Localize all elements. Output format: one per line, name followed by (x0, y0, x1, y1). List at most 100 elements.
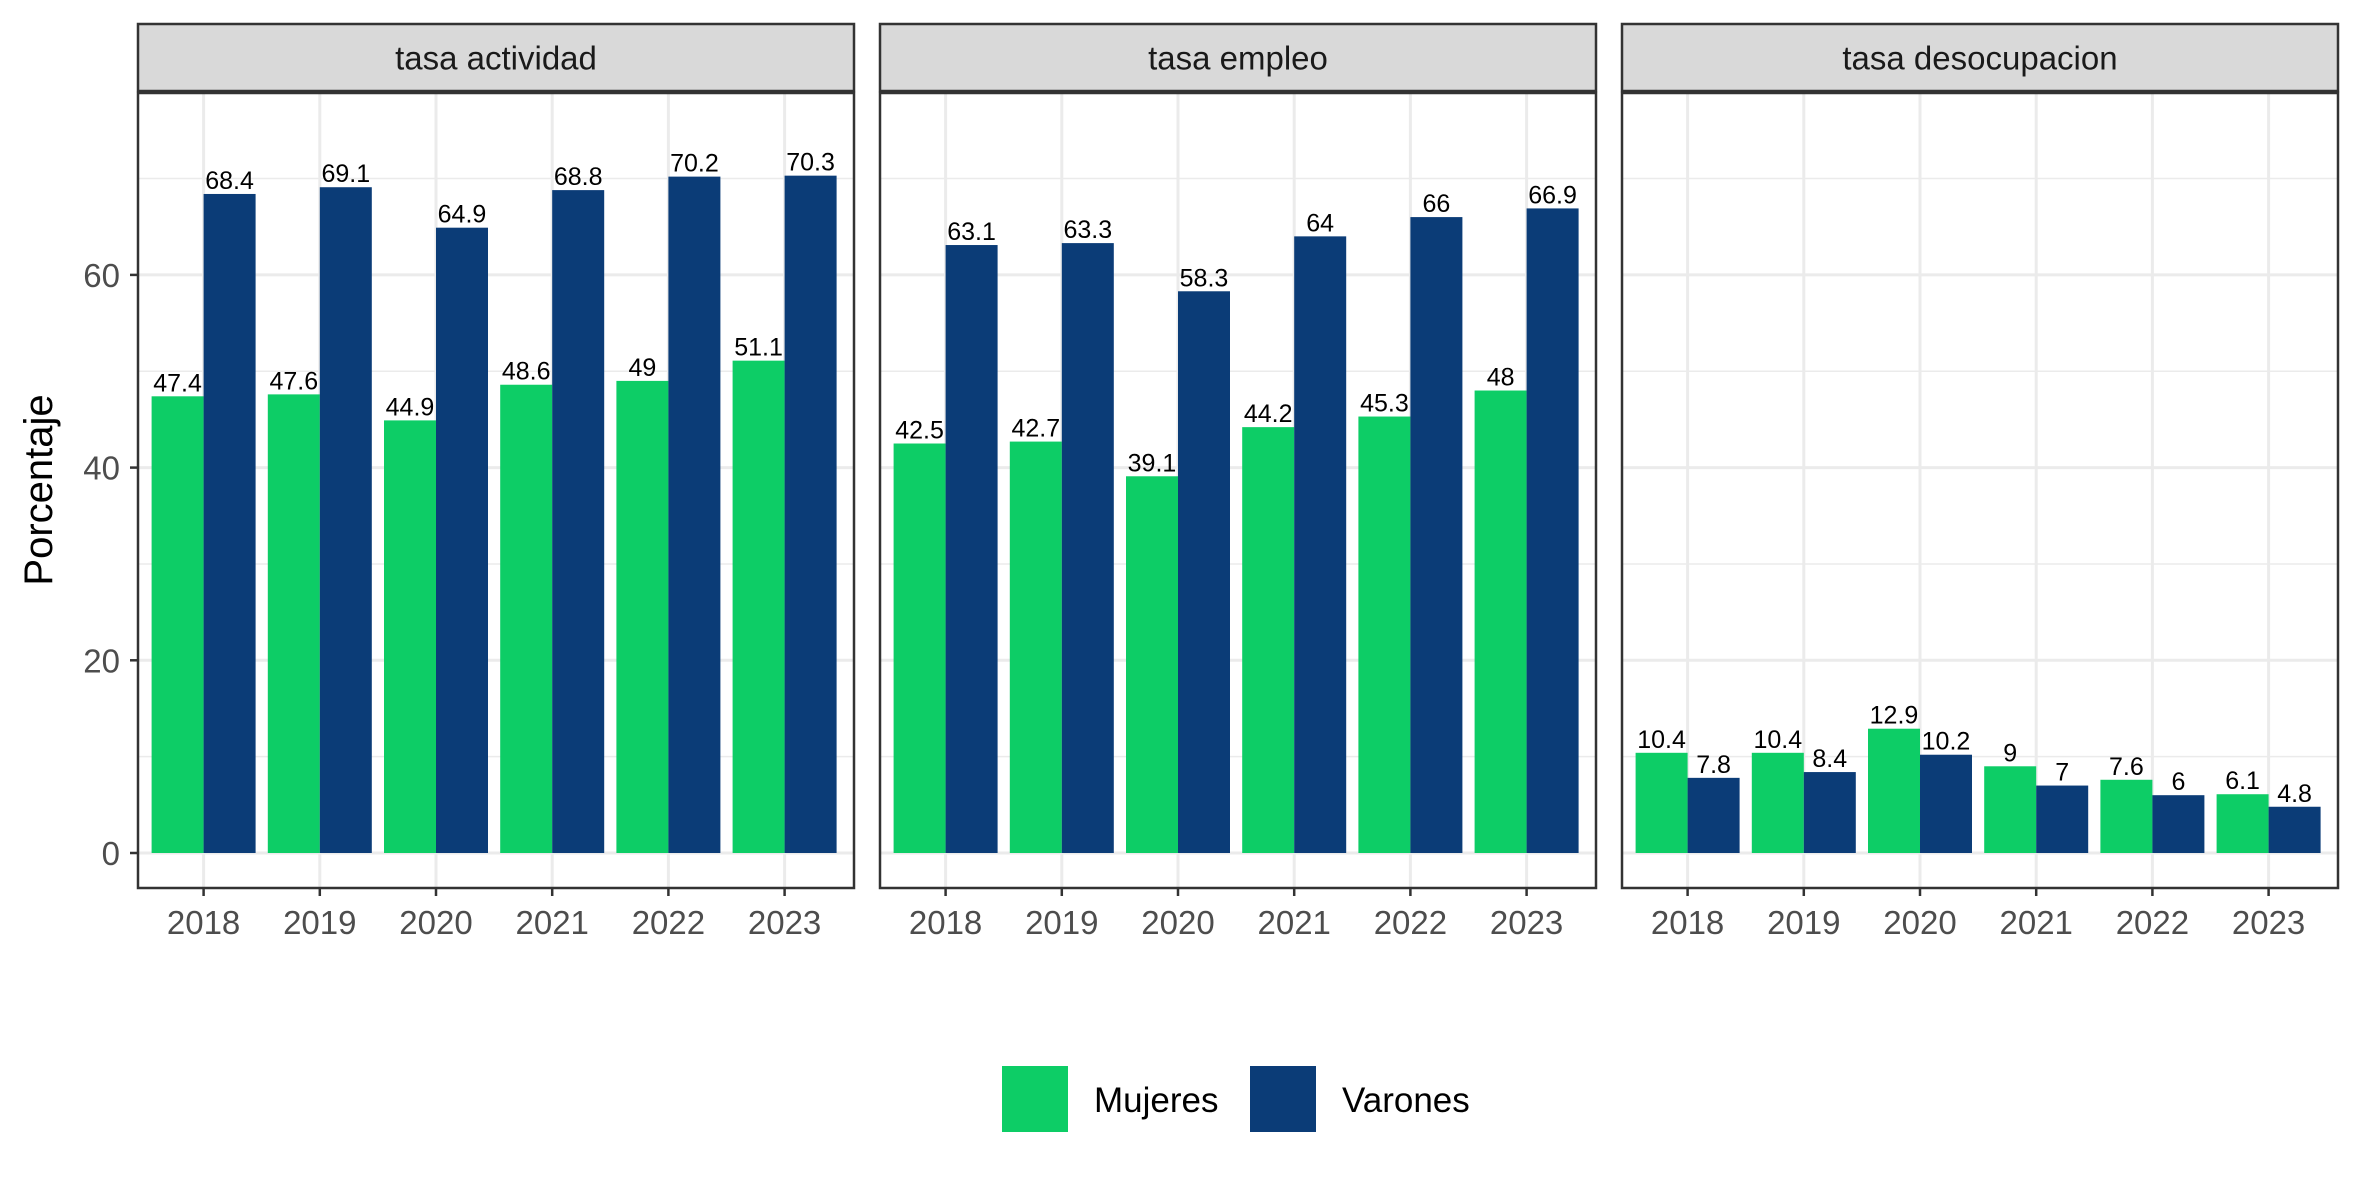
bar-mujeres (1474, 390, 1527, 853)
x-tick-label: 2018 (167, 904, 240, 941)
data-label: 7.6 (2109, 753, 2144, 781)
x-tick-label: 2022 (1374, 904, 1447, 941)
y-tick-label: 0 (102, 835, 120, 872)
bar-mujeres (1868, 728, 1920, 853)
data-label: 70.3 (786, 149, 835, 177)
bar-varones (668, 176, 721, 854)
data-label: 49 (628, 354, 656, 382)
bar-varones (2152, 795, 2205, 853)
bar-mujeres (151, 396, 204, 853)
data-label: 9 (2003, 739, 2017, 767)
data-label: 66 (1422, 190, 1450, 218)
data-label: 8.4 (1812, 745, 1847, 773)
data-label: 64 (1306, 209, 1334, 237)
legend: Mujeres Varones (1002, 1066, 1470, 1132)
bar-varones (945, 245, 998, 853)
facet-title: tasa actividad (395, 40, 597, 77)
panel-border (878, 91, 1598, 890)
x-tick-label: 2018 (909, 904, 982, 941)
data-label: 6.1 (2225, 767, 2260, 795)
bar-mujeres (2216, 794, 2269, 853)
bar-mujeres (500, 384, 553, 853)
x-tick-label: 2023 (748, 904, 821, 941)
data-label: 66.9 (1528, 181, 1577, 209)
legend-label: Mujeres (1094, 1081, 1218, 1120)
bar-varones (1294, 236, 1347, 854)
y-tick-label: 20 (83, 642, 120, 679)
bar-varones (203, 193, 256, 853)
data-label: 68.4 (205, 167, 254, 195)
x-tick-label: 2022 (632, 904, 705, 941)
data-label: 68.8 (554, 163, 603, 191)
x-tick-label: 2020 (399, 904, 472, 941)
bar-varones (1178, 291, 1230, 853)
facet-title: tasa empleo (1148, 40, 1328, 77)
x-tick-label: 2021 (1257, 904, 1330, 941)
bar-mujeres (1751, 752, 1804, 853)
facet-panel: tasa desocupacion 10.4 10.4 12.9 9 7.6 6.1 7.8 8… (1620, 22, 2340, 941)
bar-mujeres (384, 420, 436, 853)
bar-mujeres (267, 394, 320, 853)
bar-varones (2268, 806, 2321, 853)
bar-mujeres (1358, 416, 1411, 853)
x-tick-label: 2021 (1999, 904, 2072, 941)
data-label: 48.6 (502, 358, 551, 386)
x-tick-label: 2019 (283, 904, 356, 941)
x-tick-label: 2020 (1141, 904, 1214, 941)
data-label: 7.8 (1696, 751, 1731, 779)
data-label: 42.7 (1011, 415, 1060, 443)
data-label: 10.4 (1637, 726, 1686, 754)
legend-key-varones (1250, 1066, 1316, 1132)
bar-varones (436, 227, 488, 854)
bar-mujeres (732, 360, 785, 853)
data-label: 63.1 (947, 218, 996, 246)
data-label: 64.9 (438, 201, 487, 229)
bar-mujeres (893, 443, 946, 853)
data-label: 7 (2055, 759, 2069, 787)
bar-mujeres (1242, 427, 1295, 853)
y-axis-title: Porcentaje (17, 394, 61, 585)
plot-background (1622, 93, 2338, 888)
data-label: 48 (1487, 364, 1515, 392)
data-label: 39.1 (1128, 449, 1177, 477)
facet-panel: tasa actividad 47.4 47.6 44.9 48.6 49 51.1 68.4… (136, 22, 856, 941)
data-label: 51.1 (734, 334, 783, 362)
data-label: 6 (2171, 768, 2185, 796)
bar-mujeres (1984, 766, 2037, 853)
facet-strip (136, 22, 856, 93)
data-label: 44.2 (1244, 400, 1293, 428)
x-tick-label: 2022 (2116, 904, 2189, 941)
legend-key-mujeres (1002, 1066, 1068, 1132)
data-label: 42.5 (895, 417, 944, 445)
data-label: 12.9 (1870, 702, 1919, 730)
bar-mujeres (1126, 476, 1178, 853)
data-label: 45.3 (1360, 390, 1409, 418)
data-label: 69.1 (321, 160, 370, 188)
data-label: 58.3 (1180, 264, 1229, 292)
x-tick-label: 2023 (2232, 904, 2305, 941)
data-label: 10.2 (1922, 728, 1971, 756)
bar-mujeres (2100, 779, 2153, 853)
facet-strip (1620, 22, 2340, 93)
x-tick-label: 2019 (1767, 904, 1840, 941)
panel-border (136, 91, 856, 890)
y-tick-label: 40 (83, 450, 120, 487)
facet-panel: tasa empleo 42.5 42.7 39.1 44.2 45.3 48 63.1 63.… (878, 22, 1598, 941)
data-label: 47.4 (153, 369, 202, 397)
data-label: 63.3 (1063, 216, 1112, 244)
y-axis: 0 20 40 60 (83, 257, 138, 872)
y-tick-label: 60 (83, 257, 120, 294)
bar-varones (319, 187, 372, 853)
bar-varones (784, 175, 837, 854)
bar-varones (2036, 785, 2089, 853)
bar-mujeres (616, 380, 669, 853)
bar-varones (1061, 243, 1114, 854)
x-tick-label: 2020 (1883, 904, 1956, 941)
data-label: 47.6 (269, 367, 318, 395)
data-label: 44.9 (386, 393, 435, 421)
bar-varones (1803, 772, 1856, 853)
bar-varones (1410, 217, 1463, 854)
data-label: 70.2 (670, 150, 719, 178)
